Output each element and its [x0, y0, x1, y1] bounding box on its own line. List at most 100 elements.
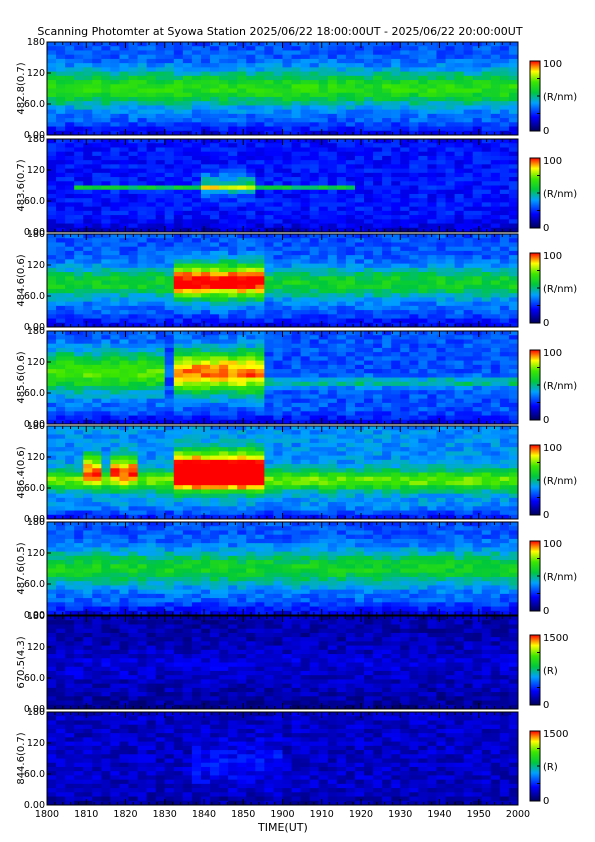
- heatmap-cell: [508, 130, 519, 136]
- heatmap-cell: [264, 96, 274, 102]
- heatmap-cell: [200, 54, 211, 60]
- heatmap-cell: [400, 402, 410, 408]
- heatmap-cell: [101, 335, 111, 340]
- heatmap-cell: [56, 202, 66, 208]
- heatmap-cell: [228, 394, 238, 400]
- heatmap-cell: [327, 301, 338, 307]
- heatmap-cell: [490, 130, 501, 136]
- heatmap-cell: [373, 343, 383, 349]
- heatmap-cell: [454, 385, 465, 391]
- heatmap-cell: [508, 267, 519, 273]
- heatmap-cell: [92, 369, 102, 374]
- heatmap-cell: [246, 305, 256, 311]
- heatmap-cell: [101, 147, 111, 153]
- heatmap-cell: [354, 160, 365, 165]
- heatmap-cell: [164, 280, 175, 286]
- heatmap-cell: [418, 356, 428, 361]
- heatmap-cell: [300, 185, 311, 191]
- heatmap-cell: [210, 322, 220, 328]
- heatmap-cell: [400, 301, 410, 307]
- heatmap-cell: [191, 276, 202, 281]
- heatmap-cell: [110, 390, 120, 395]
- heatmap-cell: [255, 96, 265, 102]
- heatmap-cell: [182, 155, 193, 161]
- heatmap-cell: [373, 347, 383, 353]
- heatmap-cell: [318, 331, 329, 336]
- heatmap-cell: [418, 219, 428, 224]
- heatmap-cell: [264, 42, 274, 47]
- heatmap-cell: [282, 122, 292, 127]
- heatmap-cell: [318, 50, 329, 56]
- heatmap-cell: [255, 101, 265, 106]
- heatmap-cell: [255, 411, 265, 416]
- heatmap-cell: [463, 297, 474, 303]
- heatmap-cell: [101, 109, 111, 115]
- heatmap-cell: [345, 347, 356, 353]
- heatmap-cell: [463, 71, 474, 77]
- heatmap-cell: [490, 314, 501, 319]
- heatmap-cell: [110, 189, 120, 195]
- heatmap-cell: [92, 130, 102, 136]
- heatmap-cell: [65, 318, 75, 324]
- heatmap-cell: [264, 322, 274, 328]
- heatmap-cell: [391, 75, 401, 81]
- heatmap-cell: [164, 118, 175, 123]
- heatmap-cell: [56, 352, 66, 357]
- heatmap-cell: [273, 310, 283, 315]
- heatmap-cell: [47, 181, 57, 186]
- heatmap-cell: [373, 63, 383, 68]
- heatmap-cell: [219, 118, 229, 123]
- heatmap-cell: [318, 272, 329, 277]
- heatmap-cell: [508, 246, 519, 252]
- heatmap-cell: [155, 276, 166, 281]
- heatmap-cell: [490, 390, 501, 395]
- heatmap-cell: [264, 407, 274, 412]
- heatmap-cell: [345, 139, 356, 144]
- heatmap-cell: [409, 80, 419, 85]
- heatmap-cell: [472, 364, 483, 370]
- heatmap-cell: [499, 381, 510, 387]
- heatmap-cell: [309, 210, 320, 216]
- heatmap-cell: [373, 109, 383, 115]
- heatmap-cell: [354, 259, 365, 264]
- heatmap-cell: [309, 310, 320, 315]
- heatmap-cell: [47, 322, 57, 328]
- heatmap-cell: [409, 168, 419, 174]
- heatmap-cell: [56, 88, 66, 94]
- heatmap-cell: [373, 419, 383, 425]
- heatmap-cell: [200, 364, 211, 370]
- heatmap-cell: [92, 373, 102, 378]
- heatmap-cell: [200, 255, 211, 260]
- heatmap-cell: [373, 234, 383, 239]
- heatmap-cell: [400, 96, 410, 102]
- heatmap-cell: [336, 411, 347, 416]
- heatmap-cell: [146, 109, 157, 115]
- heatmap-cell: [273, 96, 283, 102]
- heatmap-cell: [237, 335, 247, 340]
- heatmap-cell: [65, 352, 75, 357]
- heatmap-cell: [47, 356, 57, 361]
- heatmap-cell: [427, 130, 437, 136]
- heatmap-cell: [291, 369, 302, 374]
- heatmap-cell: [128, 385, 138, 391]
- heatmap-cell: [210, 402, 220, 408]
- heatmap-cell: [291, 164, 302, 169]
- heatmap-cell: [273, 335, 283, 340]
- heatmap-cell: [436, 139, 446, 144]
- heatmap-cell: [309, 101, 320, 106]
- heatmap-cell: [400, 331, 410, 336]
- heatmap-cell: [110, 301, 120, 307]
- heatmap-cell: [463, 50, 474, 56]
- heatmap-cell: [74, 398, 84, 404]
- heatmap-cell: [345, 177, 356, 182]
- heatmap-cell: [264, 385, 274, 391]
- heatmap-cell: [74, 50, 84, 56]
- heatmap-cell: [508, 193, 519, 199]
- heatmap-cell: [191, 318, 202, 324]
- heatmap-cell: [246, 360, 256, 366]
- heatmap-cell: [318, 215, 329, 220]
- heatmap-cell: [210, 58, 220, 64]
- heatmap-cell: [373, 101, 383, 106]
- heatmap-cell: [273, 301, 283, 307]
- heatmap-cell: [173, 377, 184, 383]
